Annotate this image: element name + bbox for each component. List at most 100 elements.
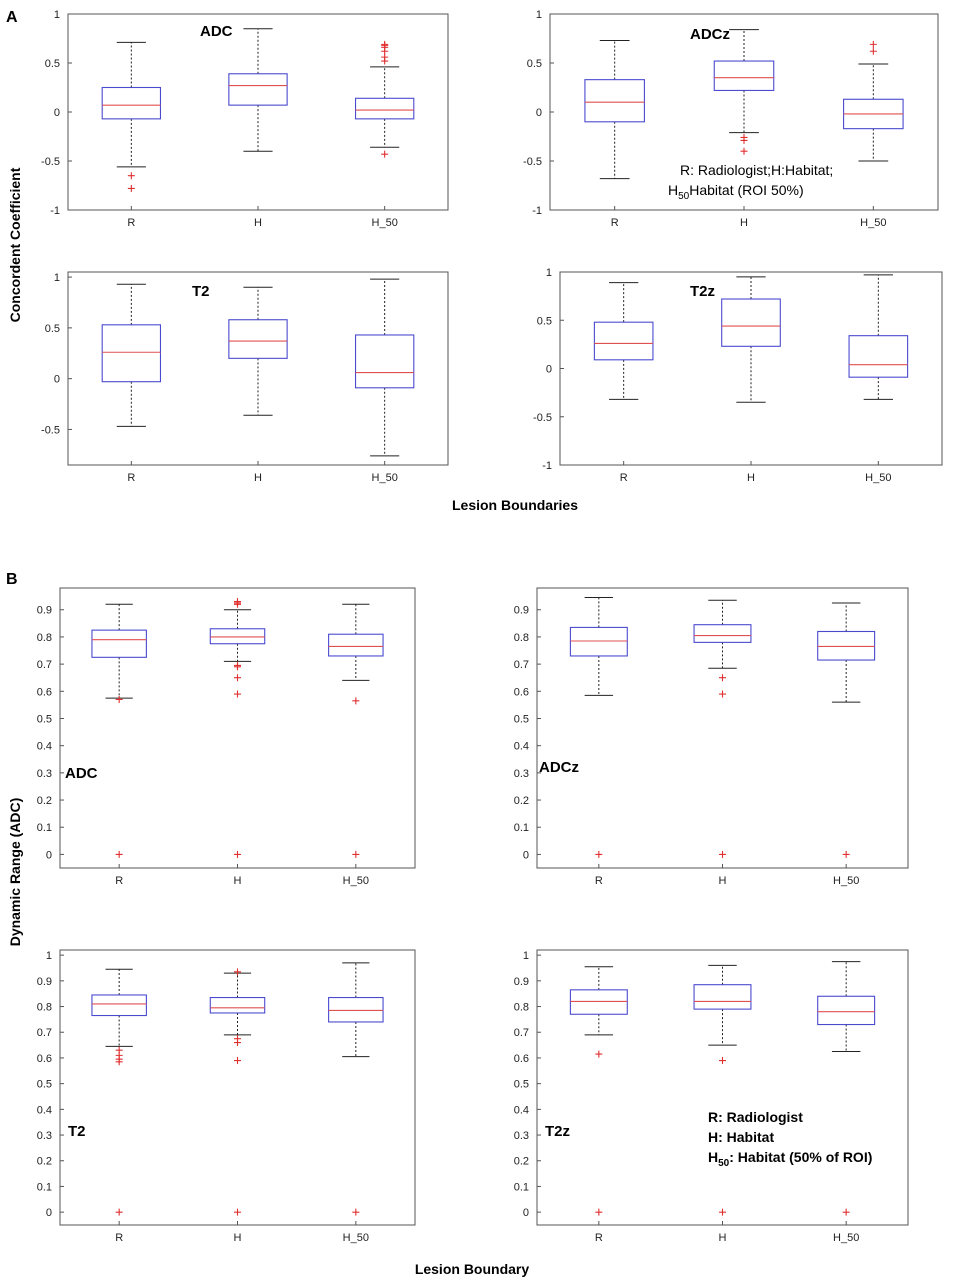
ytick-label-b-t2-3: 0.3	[37, 1130, 52, 1142]
ytick-label-a-t2-0: -0.5	[41, 424, 60, 436]
ytick-label-b-adcz-6: 0.6	[514, 686, 529, 698]
box-b-adc-r	[91, 629, 147, 658]
ytick-label-b-adc-4: 0.4	[37, 741, 52, 753]
ytick-label-b-t2z-0: 0	[523, 1207, 529, 1219]
outlier-b-adc-h-2	[234, 598, 241, 606]
box-a-t2z-r	[593, 321, 654, 361]
box-b-t2z-h	[693, 984, 752, 1010]
xtick-label-a-t2z-0: R	[620, 472, 628, 484]
outlier-b-adc-h-4	[234, 663, 241, 671]
ytick-label-b-t2z-5: 0.5	[514, 1079, 529, 1091]
outlier-a-adcz-h50-0	[869, 47, 877, 55]
xtick-label-b-t2z-2: H_50	[833, 1232, 859, 1244]
outlier-b-t2-r-4	[115, 1208, 123, 1216]
ytick-label-b-t2z-6: 0.6	[514, 1053, 529, 1065]
legend-a-line1: R: Radiologist;H:Habitat;	[680, 162, 833, 178]
subplot-title-a-t2: T2	[192, 283, 210, 300]
ytick-label-b-t2z-4: 0.4	[514, 1104, 529, 1116]
ytick-label-b-t2z-1: 0.1	[514, 1181, 529, 1193]
panel-a-ylabel: Concordent Coefficient	[7, 167, 23, 322]
ytick-label-b-adc-9: 0.9	[37, 605, 52, 617]
xtick-label-b-adc-0: R	[115, 875, 123, 887]
ytick-label-b-adc-8: 0.8	[37, 632, 52, 644]
outlier-a-adcz-h-2	[740, 147, 748, 155]
panel-b-xlabel: Lesion Boundary	[415, 1261, 530, 1277]
ytick-label-b-t2-1: 0.1	[37, 1181, 52, 1193]
xtick-label-a-t2-0: R	[127, 472, 135, 484]
outlier-b-t2-r-3	[115, 1058, 123, 1066]
xtick-label-a-adcz-2: H_50	[860, 217, 886, 229]
ytick-label-b-adcz-5: 0.5	[514, 713, 529, 725]
outlier-b-t2z-h50-0	[842, 1208, 850, 1216]
outlier-b-adcz-h50-0	[842, 850, 850, 858]
xtick-label-b-adcz-1: H	[719, 875, 727, 887]
subplot-title-b-t2z: T2z	[545, 1123, 570, 1140]
subplot-b-t2z: 0 0.1 0.2 0.3 0.4 0.5 0.6 0.7 0.8 0.9 1 R H H_50 T2z	[514, 949, 909, 1244]
xtick-label-a-adcz-0: R	[611, 217, 619, 229]
outlier-b-adcz-r-0	[595, 850, 603, 858]
outlier-b-t2-h-4	[234, 1208, 241, 1216]
xtick-label-a-t2z-1: H	[747, 472, 755, 484]
plot-frame-b-t2z	[536, 949, 909, 1226]
legend-a-rest: Habitat (ROI 50%)	[689, 182, 803, 198]
ytick-label-b-t2z-8: 0.8	[514, 1002, 529, 1014]
box-b-adc-h50	[328, 633, 384, 657]
outlier-a-adc-r-1	[127, 184, 135, 192]
xtick-label-b-adc-2: H_50	[343, 875, 369, 887]
box-a-adc-h50	[354, 97, 415, 120]
outlier-a-adcz-h-1	[740, 136, 748, 144]
ytick-label-b-t2z-9: 0.9	[514, 976, 529, 988]
ytick-label-b-t2-4: 0.4	[37, 1104, 52, 1116]
box-a-t2z-h50	[848, 335, 909, 378]
outlier-b-adc-h50-1	[352, 850, 360, 858]
ytick-label-b-t2-8: 0.8	[37, 1002, 52, 1014]
panel-letter-a: A	[6, 9, 18, 26]
ytick-label-b-t2z-3: 0.3	[514, 1130, 529, 1142]
outlier-b-t2-h50-0	[352, 1208, 360, 1216]
ytick-label-b-t2-2: 0.2	[37, 1156, 52, 1168]
box-a-adc-h	[228, 73, 288, 106]
ytick-label-b-adc-5: 0.5	[37, 713, 52, 725]
ytick-label-a-t2z-3: 0.5	[537, 315, 552, 327]
outlier-b-adc-r-1	[115, 850, 123, 858]
outlier-a-adc-h50-6	[381, 150, 389, 158]
xtick-label-a-t2-1: H	[254, 472, 262, 484]
legend-a-sub: 50	[678, 191, 690, 202]
subplot-a-t2z: -1 -0.5 0 0.5 1 R H H_50 T2z	[533, 267, 943, 484]
xtick-label-b-t2-2: H_50	[343, 1232, 369, 1244]
outlier-b-adc-h-6	[234, 690, 241, 698]
subplot-title-a-t2z: T2z	[690, 283, 715, 300]
ytick-label-a-t2z-4: 1	[546, 267, 552, 279]
panel-b-ylabel: Dynamic Range (ADC)	[7, 798, 23, 947]
outlier-b-t2z-h-0	[719, 1057, 726, 1065]
ytick-label-a-adcz-2: 0	[536, 107, 542, 119]
plot-frame-a-t2z	[559, 271, 943, 466]
box-b-adcz-r	[569, 626, 628, 657]
ytick-label-a-adc-0: -1	[50, 205, 60, 217]
ytick-label-a-t2-1: 0	[54, 374, 60, 386]
legend-b-line1: R: Radiologist	[708, 1109, 803, 1125]
ytick-label-b-adc-2: 0.2	[37, 795, 52, 807]
legend-b-rest: : Habitat (50% of ROI)	[729, 1149, 872, 1165]
xtick-label-b-adcz-2: H_50	[833, 875, 859, 887]
outlier-b-adc-h-7	[234, 850, 241, 858]
plot-frame-a-adc	[67, 13, 449, 211]
ytick-label-b-t2-7: 0.7	[37, 1027, 52, 1039]
ytick-label-a-t2z-0: -1	[542, 460, 552, 472]
ytick-label-b-adcz-0: 0	[523, 849, 529, 861]
ytick-label-b-adcz-1: 0.1	[514, 822, 529, 834]
ytick-label-a-t2z-2: 0	[546, 364, 552, 376]
outlier-b-t2-h-3	[234, 1057, 241, 1065]
ytick-label-b-adc-7: 0.7	[37, 659, 52, 671]
ytick-label-b-adc-3: 0.3	[37, 768, 52, 780]
outlier-b-t2z-r-1	[595, 1208, 603, 1216]
subplot-title-b-t2: T2	[68, 1123, 86, 1140]
ytick-label-b-adcz-4: 0.4	[514, 741, 529, 753]
ytick-label-b-adc-0: 0	[46, 849, 52, 861]
subplot-a-t2: -0.5 0 0.5 1 R H H_50 T2	[41, 271, 449, 484]
outlier-b-t2z-h-1	[719, 1208, 726, 1216]
xtick-label-a-adc-0: R	[127, 217, 135, 229]
outlier-b-adcz-h-0	[719, 674, 726, 682]
ytick-label-a-t2-2: 0.5	[45, 323, 60, 335]
